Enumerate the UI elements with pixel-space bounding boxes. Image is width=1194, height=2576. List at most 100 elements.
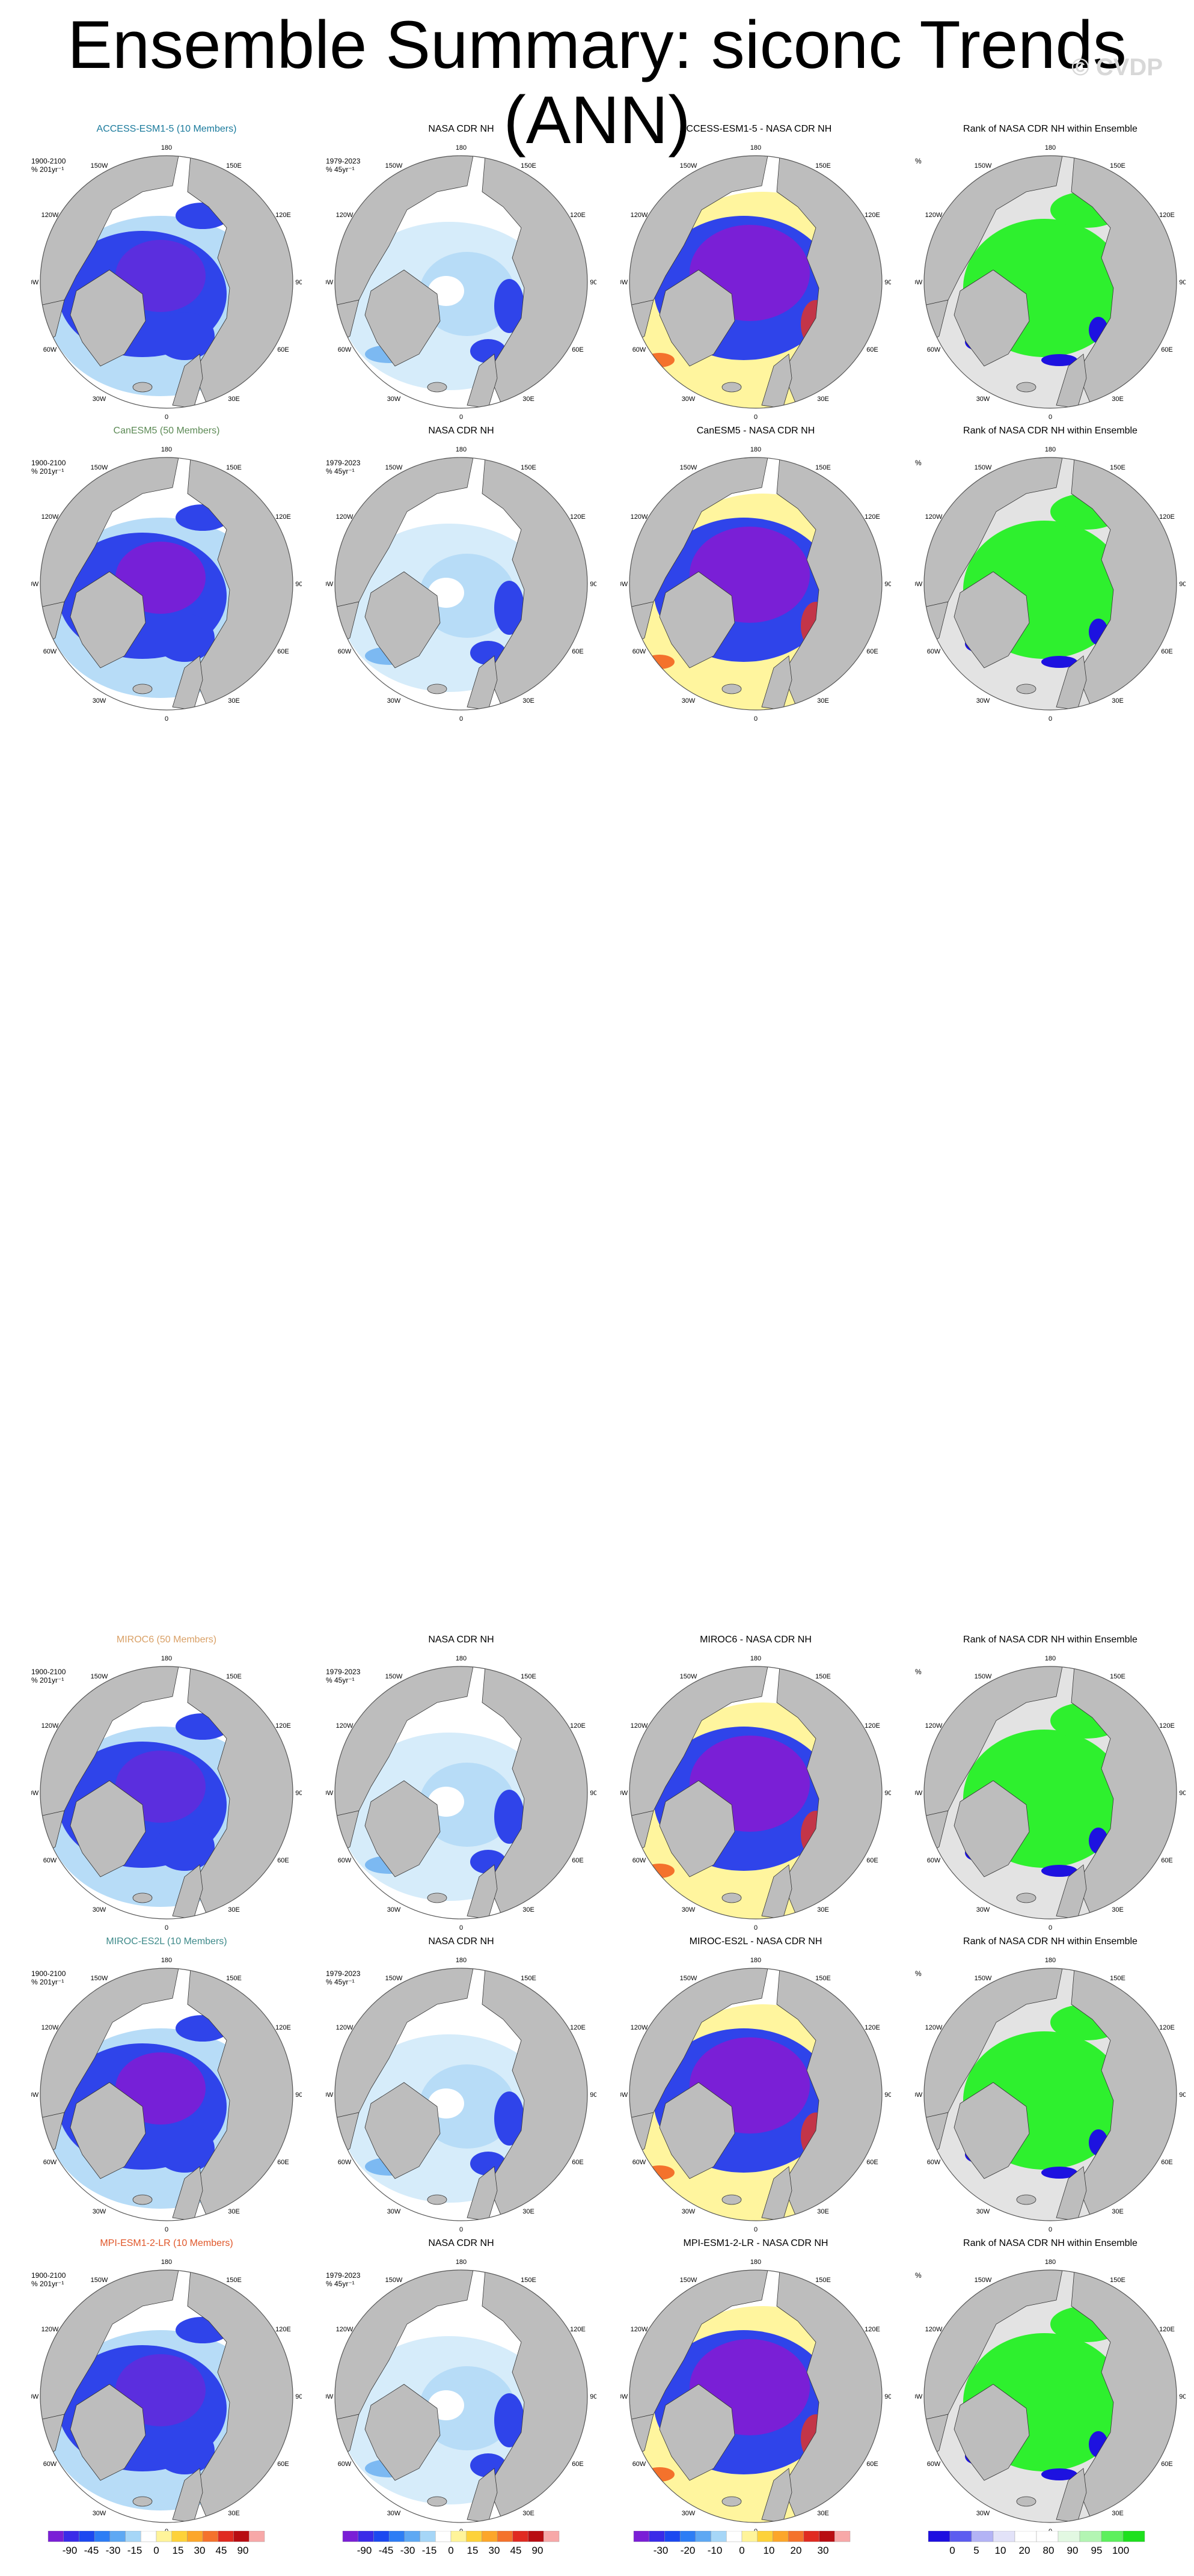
longitude-label: 30W: [93, 396, 106, 403]
longitude-label: 120E: [865, 513, 880, 521]
longitude-label: 30E: [522, 697, 534, 705]
greenland-land: [70, 2384, 146, 2481]
ensemble-trend-panel: ACCESS-ESM1-5 (10 Members) 180 150E 120E 90E…: [31, 123, 302, 420]
longitude-label: 60E: [1161, 2461, 1173, 2468]
observed-trend-panel: NASA CDR NH180150E120E90E60E30E030W60W90…: [326, 1936, 596, 2233]
eurasia-land: [776, 1968, 882, 2221]
longitude-label: 120E: [865, 2326, 880, 2333]
polar-map: 180150E120E90E60E30E030W60W90W120W150W: [31, 446, 302, 722]
longitude-label: 150W: [680, 464, 697, 471]
longitude-label: 90E: [590, 2393, 596, 2400]
colorbar-tick-label: 20: [1019, 2545, 1030, 2556]
colorbar-swatch: [679, 2530, 696, 2542]
longitude-label: 150W: [385, 464, 403, 471]
longitude-label: 90E: [884, 2091, 891, 2099]
colorbar-tick-label: -30: [400, 2545, 415, 2556]
longitude-label: 120W: [41, 2326, 59, 2333]
longitude-label: 180: [161, 144, 172, 151]
decline-area: [470, 641, 506, 665]
increase-area: [644, 2467, 675, 2482]
eurasia-land: [187, 1968, 293, 2221]
colorbar-swatch: [79, 2530, 95, 2542]
colorbar-graphic: -90 -45 -30 -15 0 15 30 45 90: [47, 2530, 265, 2556]
longitude-label: 60W: [632, 1857, 646, 1864]
longitude-label: 60W: [338, 2159, 352, 2166]
longitude-label: 60E: [572, 2159, 584, 2166]
colorbar-swatch: [497, 2530, 513, 2542]
difference-panel: MIROC-ES2L - NASA CDR NH 180 150E 120E 90E 60…: [620, 1936, 891, 2233]
longitude-label: 90W: [31, 581, 39, 588]
iceland-land: [132, 382, 153, 393]
colorbar-swatch: [388, 2530, 405, 2542]
polar-map: 180150E120E90E60E30E030W60W90W120W150W: [620, 144, 891, 420]
longitude-label: 60E: [1161, 648, 1173, 655]
longitude-label: 60W: [632, 346, 646, 353]
longitude-label: 150E: [521, 1975, 536, 1982]
longitude-label: 60E: [866, 1857, 878, 1864]
longitude-label: 90W: [620, 2091, 628, 2099]
longitude-label: 150E: [1110, 2277, 1125, 2284]
polar-map: 180150E120E90E60E30E030W60W90W120W150W: [915, 1957, 1186, 2233]
longitude-label: 120W: [925, 1722, 943, 1730]
longitude-label: 30W: [387, 697, 401, 705]
polar-map: 180150E120E90E60E30E030W60W90W120W150W: [915, 144, 1186, 420]
longitude-label: 150W: [975, 1975, 992, 1982]
increase-area: [644, 2165, 675, 2180]
longitude-label: 90E: [1179, 581, 1186, 588]
longitude-label: 150W: [385, 162, 403, 170]
weak-decline-area: [419, 2064, 515, 2149]
longitude-label: 60W: [43, 346, 57, 353]
colorbar-tick-label: -15: [422, 2545, 437, 2556]
colorbar-swatch: [1058, 2530, 1080, 2542]
decline-area: [470, 1850, 506, 1874]
longitude-label: 120W: [336, 2326, 354, 2333]
longitude-label: 90E: [884, 1790, 891, 1797]
iceland-land: [427, 684, 447, 694]
colorbar-tick-label: -90: [357, 2545, 372, 2556]
colorbar-swatch: [1122, 2530, 1145, 2542]
rank-panel: Rank of NASA CDR NH within Ensemble 180 15…: [915, 1634, 1186, 1931]
decline-area: [494, 581, 524, 635]
colorbar-tick-label: 95: [1091, 2545, 1103, 2556]
longitude-label: 150E: [226, 2277, 242, 2284]
longitude-label: 120E: [275, 2326, 291, 2333]
greenland-land: [70, 1780, 146, 1877]
eurasia-land: [482, 1968, 587, 2221]
colorbar-tick-label: 5: [973, 2545, 979, 2556]
panel-title: NASA CDR NH: [428, 2238, 494, 2248]
colorbar-swatch: [695, 2530, 711, 2542]
panel-units-label: 1979-2023 % 45yr⁻¹: [326, 157, 361, 174]
longitude-label: 0: [459, 1924, 463, 1931]
longitude-label: 60E: [277, 2461, 289, 2468]
longitude-label: 120E: [570, 2326, 586, 2333]
polar-map: 180150E120E90E60E30E030W60W90W120W150W: [326, 2259, 596, 2535]
longitude-label: 30E: [817, 1906, 829, 1914]
longitude-label: 30W: [93, 697, 106, 705]
eurasia-land: [1071, 457, 1177, 710]
map-boundary: [334, 457, 588, 711]
longitude-label: 60W: [927, 2159, 941, 2166]
longitude-label: 90E: [295, 581, 302, 588]
colorbar-tick-label: 30: [489, 2545, 500, 2556]
colorbar-swatch: [141, 2530, 157, 2542]
colorbar-tick-label: 30: [194, 2545, 206, 2556]
longitude-label: 90E: [1179, 2091, 1186, 2099]
longitude-label: 120W: [41, 513, 59, 521]
longitude-label: 0: [165, 2226, 168, 2233]
iceland-land: [427, 1892, 447, 1903]
longitude-label: 180: [750, 1655, 761, 1662]
longitude-label: 150E: [226, 162, 242, 170]
rank-panel: Rank of NASA CDR NH within Ensemble 180 15…: [915, 123, 1186, 420]
observed-trend-panel: NASA CDR NH180150E120E90E60E30E030W60W90…: [326, 2238, 596, 2535]
longitude-label: 60W: [632, 2159, 646, 2166]
panel-title: CanESM5 - NASA CDR NH: [696, 426, 815, 436]
longitude-label: 30E: [817, 697, 829, 705]
colorbar-swatch: [528, 2530, 544, 2542]
longitude-label: 90W: [620, 279, 628, 286]
colorbar-swatch: [187, 2530, 203, 2542]
colorbar-tick-label: 80: [1043, 2545, 1055, 2556]
iceland-land: [721, 382, 742, 393]
map-boundary: [334, 1968, 588, 2221]
longitude-label: 0: [754, 414, 758, 420]
